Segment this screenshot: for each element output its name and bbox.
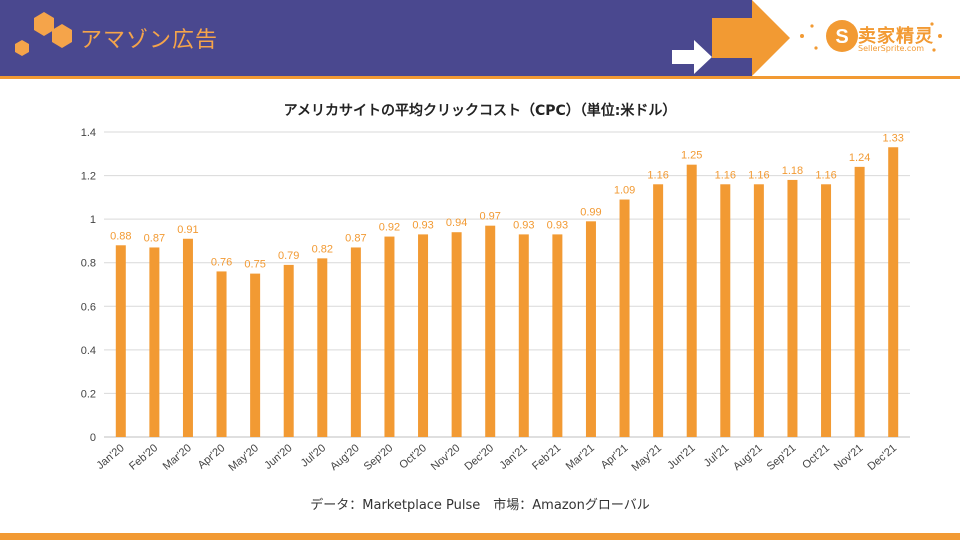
bar-Mar'20 bbox=[182, 238, 193, 437]
page-title: アマゾン広告 bbox=[80, 28, 219, 53]
hexagon-logo-icon bbox=[15, 12, 72, 56]
x-tick-label: Sep'21 bbox=[765, 442, 799, 473]
x-tick-label: Jan'21 bbox=[497, 442, 529, 472]
y-tick-label: 0.4 bbox=[81, 345, 96, 357]
data-label: 1.16 bbox=[715, 169, 736, 181]
bar-Feb'20 bbox=[149, 247, 160, 437]
x-tick-label: May'20 bbox=[226, 442, 261, 474]
bar-Dec'20 bbox=[485, 225, 496, 437]
data-label: 0.93 bbox=[547, 219, 568, 231]
x-tick-label: Dec'21 bbox=[865, 442, 899, 473]
header: アマゾン広告 S 卖家精灵 SellerSprite.com bbox=[0, 0, 960, 79]
y-tick-label: 1 bbox=[90, 214, 96, 226]
bar-Nov'21 bbox=[854, 166, 865, 437]
bar-Sep'21 bbox=[787, 179, 798, 437]
bar-Aug'20 bbox=[350, 247, 361, 437]
bar-Feb'21 bbox=[552, 234, 563, 437]
x-tick-label: Nov'20 bbox=[429, 442, 463, 473]
x-tick-label: Jul'20 bbox=[299, 442, 328, 469]
header-divider bbox=[0, 76, 960, 79]
data-label: 1.16 bbox=[647, 169, 668, 181]
data-label: 0.87 bbox=[345, 232, 366, 244]
y-tick-label: 1.2 bbox=[81, 171, 96, 183]
bar-Jun'21 bbox=[686, 164, 697, 437]
bar-Mar'21 bbox=[585, 221, 596, 437]
svg-text:S: S bbox=[835, 26, 848, 48]
x-tick-label: Feb'21 bbox=[530, 442, 563, 473]
bar-Jul'21 bbox=[720, 184, 731, 437]
data-label: 0.91 bbox=[177, 224, 198, 236]
data-label: 1.18 bbox=[782, 165, 803, 177]
data-label: 0.92 bbox=[379, 222, 400, 234]
large-arrow-icon bbox=[712, 0, 790, 76]
y-tick-label: 0.8 bbox=[81, 258, 96, 270]
x-tick-label: Mar'21 bbox=[564, 442, 597, 473]
data-label: 1.16 bbox=[748, 169, 769, 181]
data-label: 0.88 bbox=[110, 230, 131, 242]
bar-Nov'20 bbox=[451, 232, 462, 437]
y-tick-label: 1.4 bbox=[81, 127, 96, 139]
data-label: 0.76 bbox=[211, 256, 232, 268]
x-tick-label: Aug'21 bbox=[731, 442, 765, 473]
x-tick-label: Jun'20 bbox=[262, 442, 294, 472]
brand-name: 卖家精灵 bbox=[858, 26, 934, 47]
bar-Oct'21 bbox=[821, 184, 832, 437]
x-tick-label: Oct'20 bbox=[397, 442, 429, 471]
bar-Apr'20 bbox=[216, 271, 227, 437]
x-tick-label: Mar'20 bbox=[161, 442, 194, 473]
y-tick-label: 0.2 bbox=[81, 388, 96, 400]
header-band bbox=[0, 0, 752, 76]
bar-Aug'21 bbox=[753, 184, 764, 437]
bar-Jun'20 bbox=[283, 264, 294, 437]
brand-logo-icon: S bbox=[800, 20, 942, 52]
bar-Dec'21 bbox=[888, 147, 899, 437]
brand-url: SellerSprite.com bbox=[858, 44, 925, 53]
x-tick-label: Feb'20 bbox=[127, 442, 160, 473]
small-arrow-icon bbox=[672, 40, 712, 74]
bar-Apr'21 bbox=[619, 199, 630, 437]
bar-May'21 bbox=[653, 184, 664, 437]
data-label: 0.93 bbox=[412, 219, 433, 231]
data-label: 1.16 bbox=[815, 169, 836, 181]
x-tick-label: Sep'20 bbox=[362, 442, 396, 473]
data-label: 0.93 bbox=[513, 219, 534, 231]
x-tick-label: Nov'21 bbox=[832, 442, 866, 473]
data-label: 0.79 bbox=[278, 250, 299, 262]
bar-Sep'20 bbox=[384, 236, 395, 437]
x-tick-label: Jan'20 bbox=[94, 442, 126, 472]
data-label: 1.24 bbox=[849, 152, 870, 164]
x-tick-label: Jun'21 bbox=[665, 442, 697, 472]
y-tick-label: 0.6 bbox=[81, 301, 96, 313]
data-label: 0.99 bbox=[580, 206, 601, 218]
data-label: 1.25 bbox=[681, 150, 702, 162]
data-label: 1.33 bbox=[882, 132, 903, 144]
data-label: 0.87 bbox=[144, 232, 165, 244]
data-label: 0.75 bbox=[244, 259, 265, 271]
bar-Jul'20 bbox=[317, 258, 328, 437]
bar-Jan'20 bbox=[115, 245, 126, 437]
data-source-note: データ：Marketplace Pulse 市場：Amazonグローバル bbox=[310, 498, 650, 513]
bar-Oct'20 bbox=[418, 234, 429, 437]
x-tick-label: May'21 bbox=[629, 442, 664, 474]
data-label: 0.82 bbox=[312, 243, 333, 255]
x-tick-label: Jul'21 bbox=[702, 442, 731, 469]
x-tick-label: Oct'21 bbox=[800, 442, 832, 471]
data-label: 1.09 bbox=[614, 185, 635, 197]
y-tick-label: 0 bbox=[90, 432, 96, 444]
chart-title: アメリカサイトの平均クリックコスト（CPC）（単位:米ドル） bbox=[283, 103, 677, 119]
x-tick-label: Aug'20 bbox=[328, 442, 362, 473]
x-tick-label: Apr'20 bbox=[196, 442, 228, 471]
bar-May'20 bbox=[250, 273, 261, 437]
x-tick-label: Dec'20 bbox=[462, 442, 496, 473]
x-tick-label: Apr'21 bbox=[599, 442, 631, 471]
data-label: 0.94 bbox=[446, 217, 467, 229]
bar-Jan'21 bbox=[518, 234, 529, 437]
footer-divider bbox=[0, 533, 960, 540]
data-label: 0.97 bbox=[479, 211, 500, 223]
